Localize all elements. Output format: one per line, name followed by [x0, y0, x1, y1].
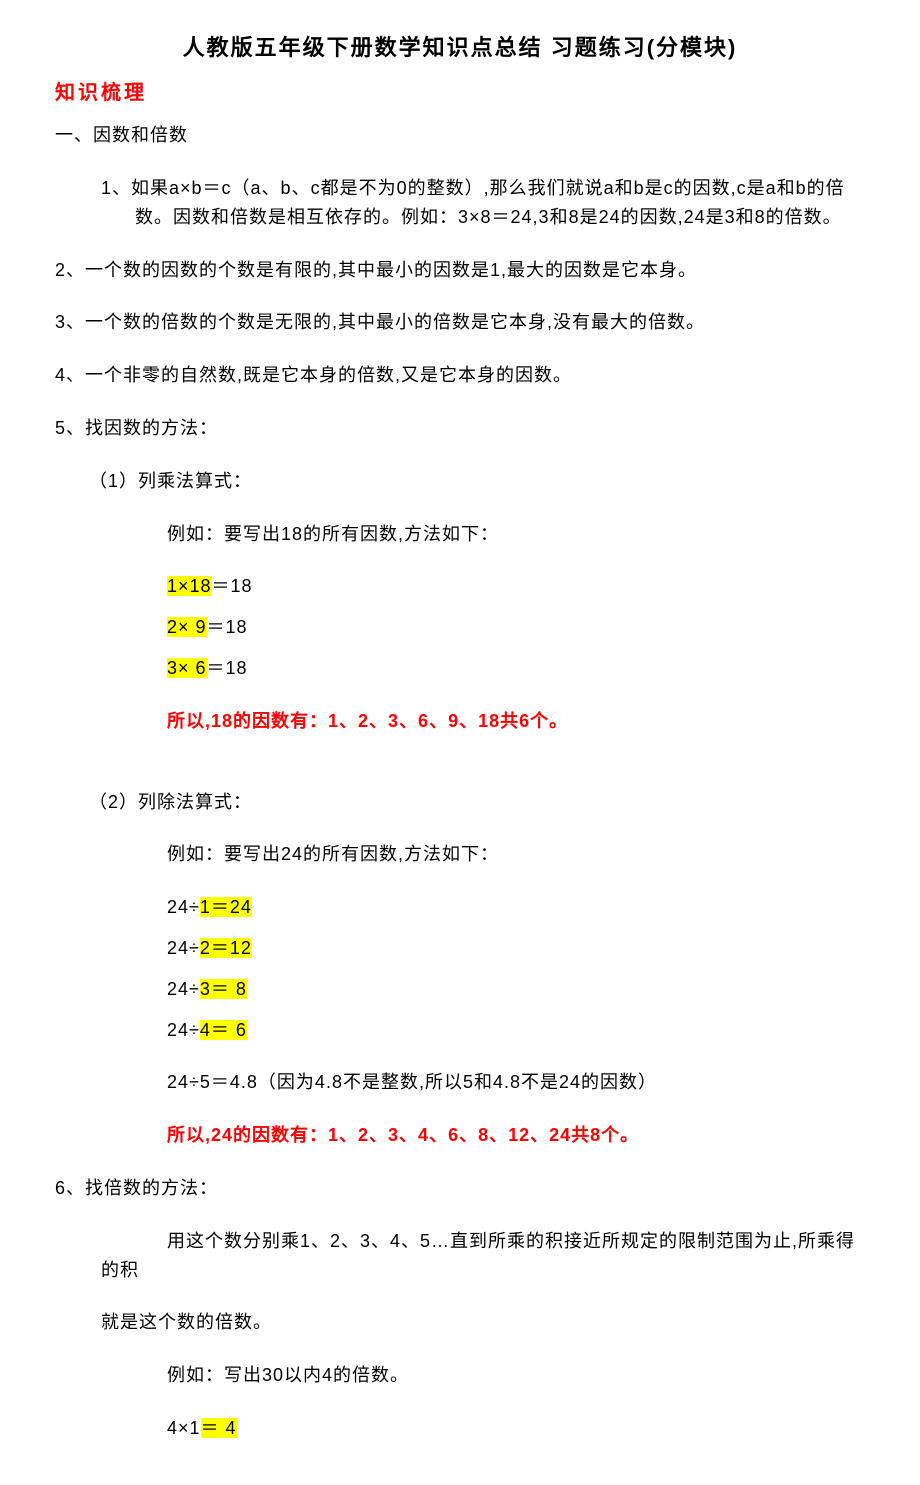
- item-5: 5、找因数的方法：: [55, 414, 865, 443]
- equation-rest: ＝18: [212, 576, 253, 596]
- equation-2-2: 24÷2＝12: [167, 934, 865, 963]
- item-5-prefix: 5、: [55, 418, 85, 438]
- item-1-text: 如果a×b＝c（a、b、c都是不为0的整数）,那么我们就说a和b是c的因数,c是…: [131, 178, 845, 227]
- item-3-prefix: 3、: [55, 312, 85, 332]
- equation-2-5: 24÷5＝4.8（因为4.8不是整数,所以5和4.8不是24的因数）: [167, 1068, 865, 1097]
- item-1-prefix: 1、: [101, 178, 131, 198]
- equation-rest: ＝18: [207, 617, 248, 637]
- conclusion-2: 所以,24的因数有：1、2、3、4、6、8、12、24共8个。: [167, 1121, 865, 1150]
- equation-2-4: 24÷4＝ 6: [167, 1016, 865, 1045]
- example-1: 例如：要写出18的所有因数,方法如下：: [167, 520, 865, 549]
- item-2-text: 一个数的因数的个数是有限的,其中最小的因数是1,最大的因数是它本身。: [85, 260, 697, 280]
- item-3-text: 一个数的倍数的个数是无限的,其中最小的倍数是它本身,没有最大的倍数。: [85, 312, 705, 332]
- example-6: 例如：写出30以内4的倍数。: [167, 1361, 865, 1390]
- conclusion-1: 所以,18的因数有：1、2、3、6、9、18共6个。: [167, 707, 865, 736]
- item-3: 3、一个数的倍数的个数是无限的,其中最小的倍数是它本身,没有最大的倍数。: [55, 308, 865, 337]
- document-title: 人教版五年级下册数学知识点总结 习题练习(分模块): [55, 30, 865, 65]
- equation-pre: 4×1: [167, 1418, 201, 1438]
- equation-rest: ＝18: [207, 658, 248, 678]
- equation-1-3: 3× 6＝18: [167, 654, 865, 683]
- example-2: 例如：要写出24的所有因数,方法如下：: [167, 840, 865, 869]
- highlight-text: 1×18: [167, 576, 212, 596]
- item-6-continuation-2: 就是这个数的倍数。: [101, 1308, 865, 1337]
- equation-2-3: 24÷3＝ 8: [167, 975, 865, 1004]
- item-4-prefix: 4、: [55, 365, 85, 385]
- item-6-text: 找倍数的方法：: [85, 1178, 218, 1198]
- highlight-text: 4＝ 6: [200, 1020, 247, 1040]
- item-1: 1、如果a×b＝c（a、b、c都是不为0的整数）,那么我们就说a和b是c的因数,…: [55, 174, 865, 232]
- equation-pre: 24÷: [167, 1020, 200, 1040]
- equation-pre: 24÷: [167, 979, 200, 999]
- item-6: 6、找倍数的方法：: [55, 1174, 865, 1203]
- sub-item-2: （2）列除法算式：: [89, 788, 865, 817]
- equation-1-2: 2× 9＝18: [167, 613, 865, 642]
- item-4: 4、一个非零的自然数,既是它本身的倍数,又是它本身的因数。: [55, 361, 865, 390]
- highlight-text: 3＝ 8: [200, 979, 247, 999]
- equation-1-1: 1×18＝18: [167, 572, 865, 601]
- highlight-text: 2＝12: [200, 938, 252, 958]
- item-2: 2、一个数的因数的个数是有限的,其中最小的因数是1,最大的因数是它本身。: [55, 256, 865, 285]
- highlight-text: ＝ 4: [201, 1418, 237, 1438]
- section-header: 知识梳理: [55, 77, 865, 109]
- highlight-text: 2× 9: [167, 617, 207, 637]
- equation-2-1: 24÷1＝24: [167, 893, 865, 922]
- equation-6-1: 4×1＝ 4: [167, 1414, 865, 1443]
- highlight-text: 3× 6: [167, 658, 207, 678]
- item-4-text: 一个非零的自然数,既是它本身的倍数,又是它本身的因数。: [85, 365, 572, 385]
- spacer: [55, 760, 865, 788]
- subsection-title: 一、因数和倍数: [55, 121, 865, 150]
- item-6-continuation-1: 用这个数分别乘1、2、3、4、5…直到所乘的积接近所规定的限制范围为止,所乘得的…: [101, 1227, 865, 1285]
- highlight-text: 1＝24: [200, 897, 252, 917]
- item-5-text: 找因数的方法：: [85, 418, 218, 438]
- sub-item-1: （1）列乘法算式：: [89, 467, 865, 496]
- item-2-prefix: 2、: [55, 260, 85, 280]
- equation-pre: 24÷: [167, 938, 200, 958]
- equation-pre: 24÷: [167, 897, 200, 917]
- item-6-prefix: 6、: [55, 1178, 85, 1198]
